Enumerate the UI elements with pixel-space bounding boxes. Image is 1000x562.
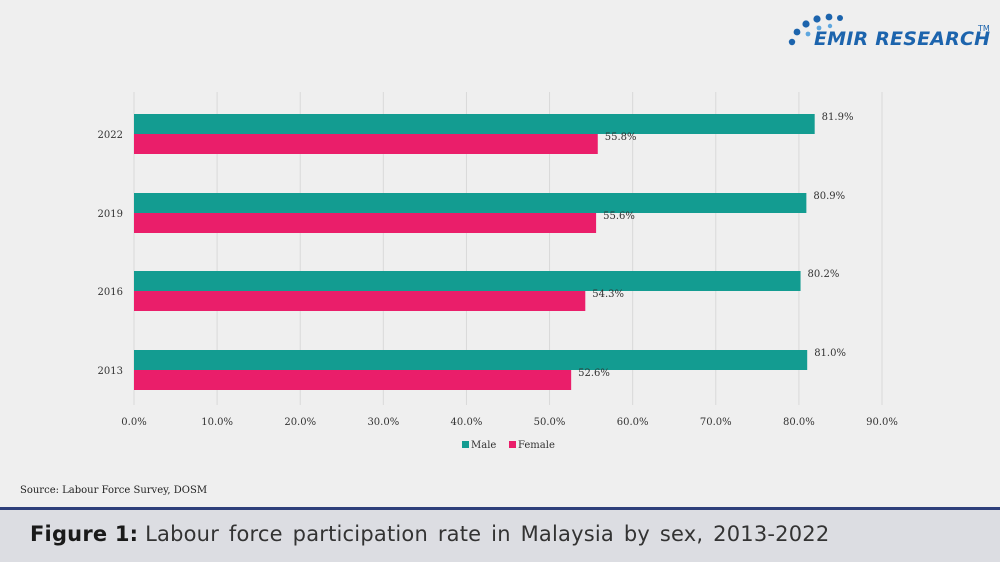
data-label: 55.8% [605, 132, 637, 143]
category-label: 2019 [98, 209, 123, 220]
male-bar [134, 350, 808, 370]
data-label: 52.6% [578, 368, 610, 379]
caption-text: Labour force participation rate in Malay… [145, 522, 830, 546]
data-label: 80.2% [808, 269, 840, 280]
x-tick-label: 80.0% [783, 417, 815, 428]
brand-name: EMIR RESEARCH [814, 28, 991, 50]
x-tick-label: 20.0% [284, 417, 316, 428]
female-bar [134, 134, 598, 154]
brand-trademark: TM [978, 24, 990, 33]
category-label: 2022 [98, 130, 123, 141]
bar-chart: 0.0% 10.0% 20.0% 30.0% 40.0% 50.0% 60.0% 70.0% 8… [98, 92, 898, 451]
emir-research-logo-icon [788, 13, 843, 46]
male-bar [134, 114, 815, 134]
legend-label: Male [471, 440, 496, 451]
x-tick-label: 90.0% [866, 417, 898, 428]
x-tick-label: 70.0% [700, 417, 732, 428]
data-label: 54.3% [592, 289, 624, 300]
x-tick-label: 10.0% [201, 417, 233, 428]
data-label: 55.6% [603, 211, 635, 222]
category-label: 2016 [98, 287, 123, 298]
x-tick-label: 60.0% [617, 417, 649, 428]
x-tick-label: 30.0% [367, 417, 399, 428]
figure-caption: Figure 1: Labour force participation rat… [30, 522, 829, 546]
legend-label: Female [518, 440, 555, 451]
female-bar [134, 291, 586, 311]
data-label: 80.9% [813, 191, 845, 202]
source-note: Source: Labour Force Survey, DOSM [20, 485, 208, 496]
x-tick-label: 40.0% [451, 417, 483, 428]
male-legend-swatch [462, 441, 469, 448]
caption-band: Figure 1: Labour force participation rat… [0, 507, 1000, 562]
female-bar [134, 370, 572, 390]
data-label: 81.0% [814, 348, 846, 359]
x-tick-label: 50.0% [534, 417, 566, 428]
male-bar [134, 271, 801, 291]
female-bar [134, 213, 597, 233]
x-tick-label: 0.0% [121, 417, 146, 428]
data-label: 81.9% [822, 112, 854, 123]
male-bar [134, 193, 807, 213]
female-legend-swatch [509, 441, 516, 448]
caption-prefix: Figure 1: [30, 522, 139, 546]
category-label: 2013 [98, 366, 123, 377]
